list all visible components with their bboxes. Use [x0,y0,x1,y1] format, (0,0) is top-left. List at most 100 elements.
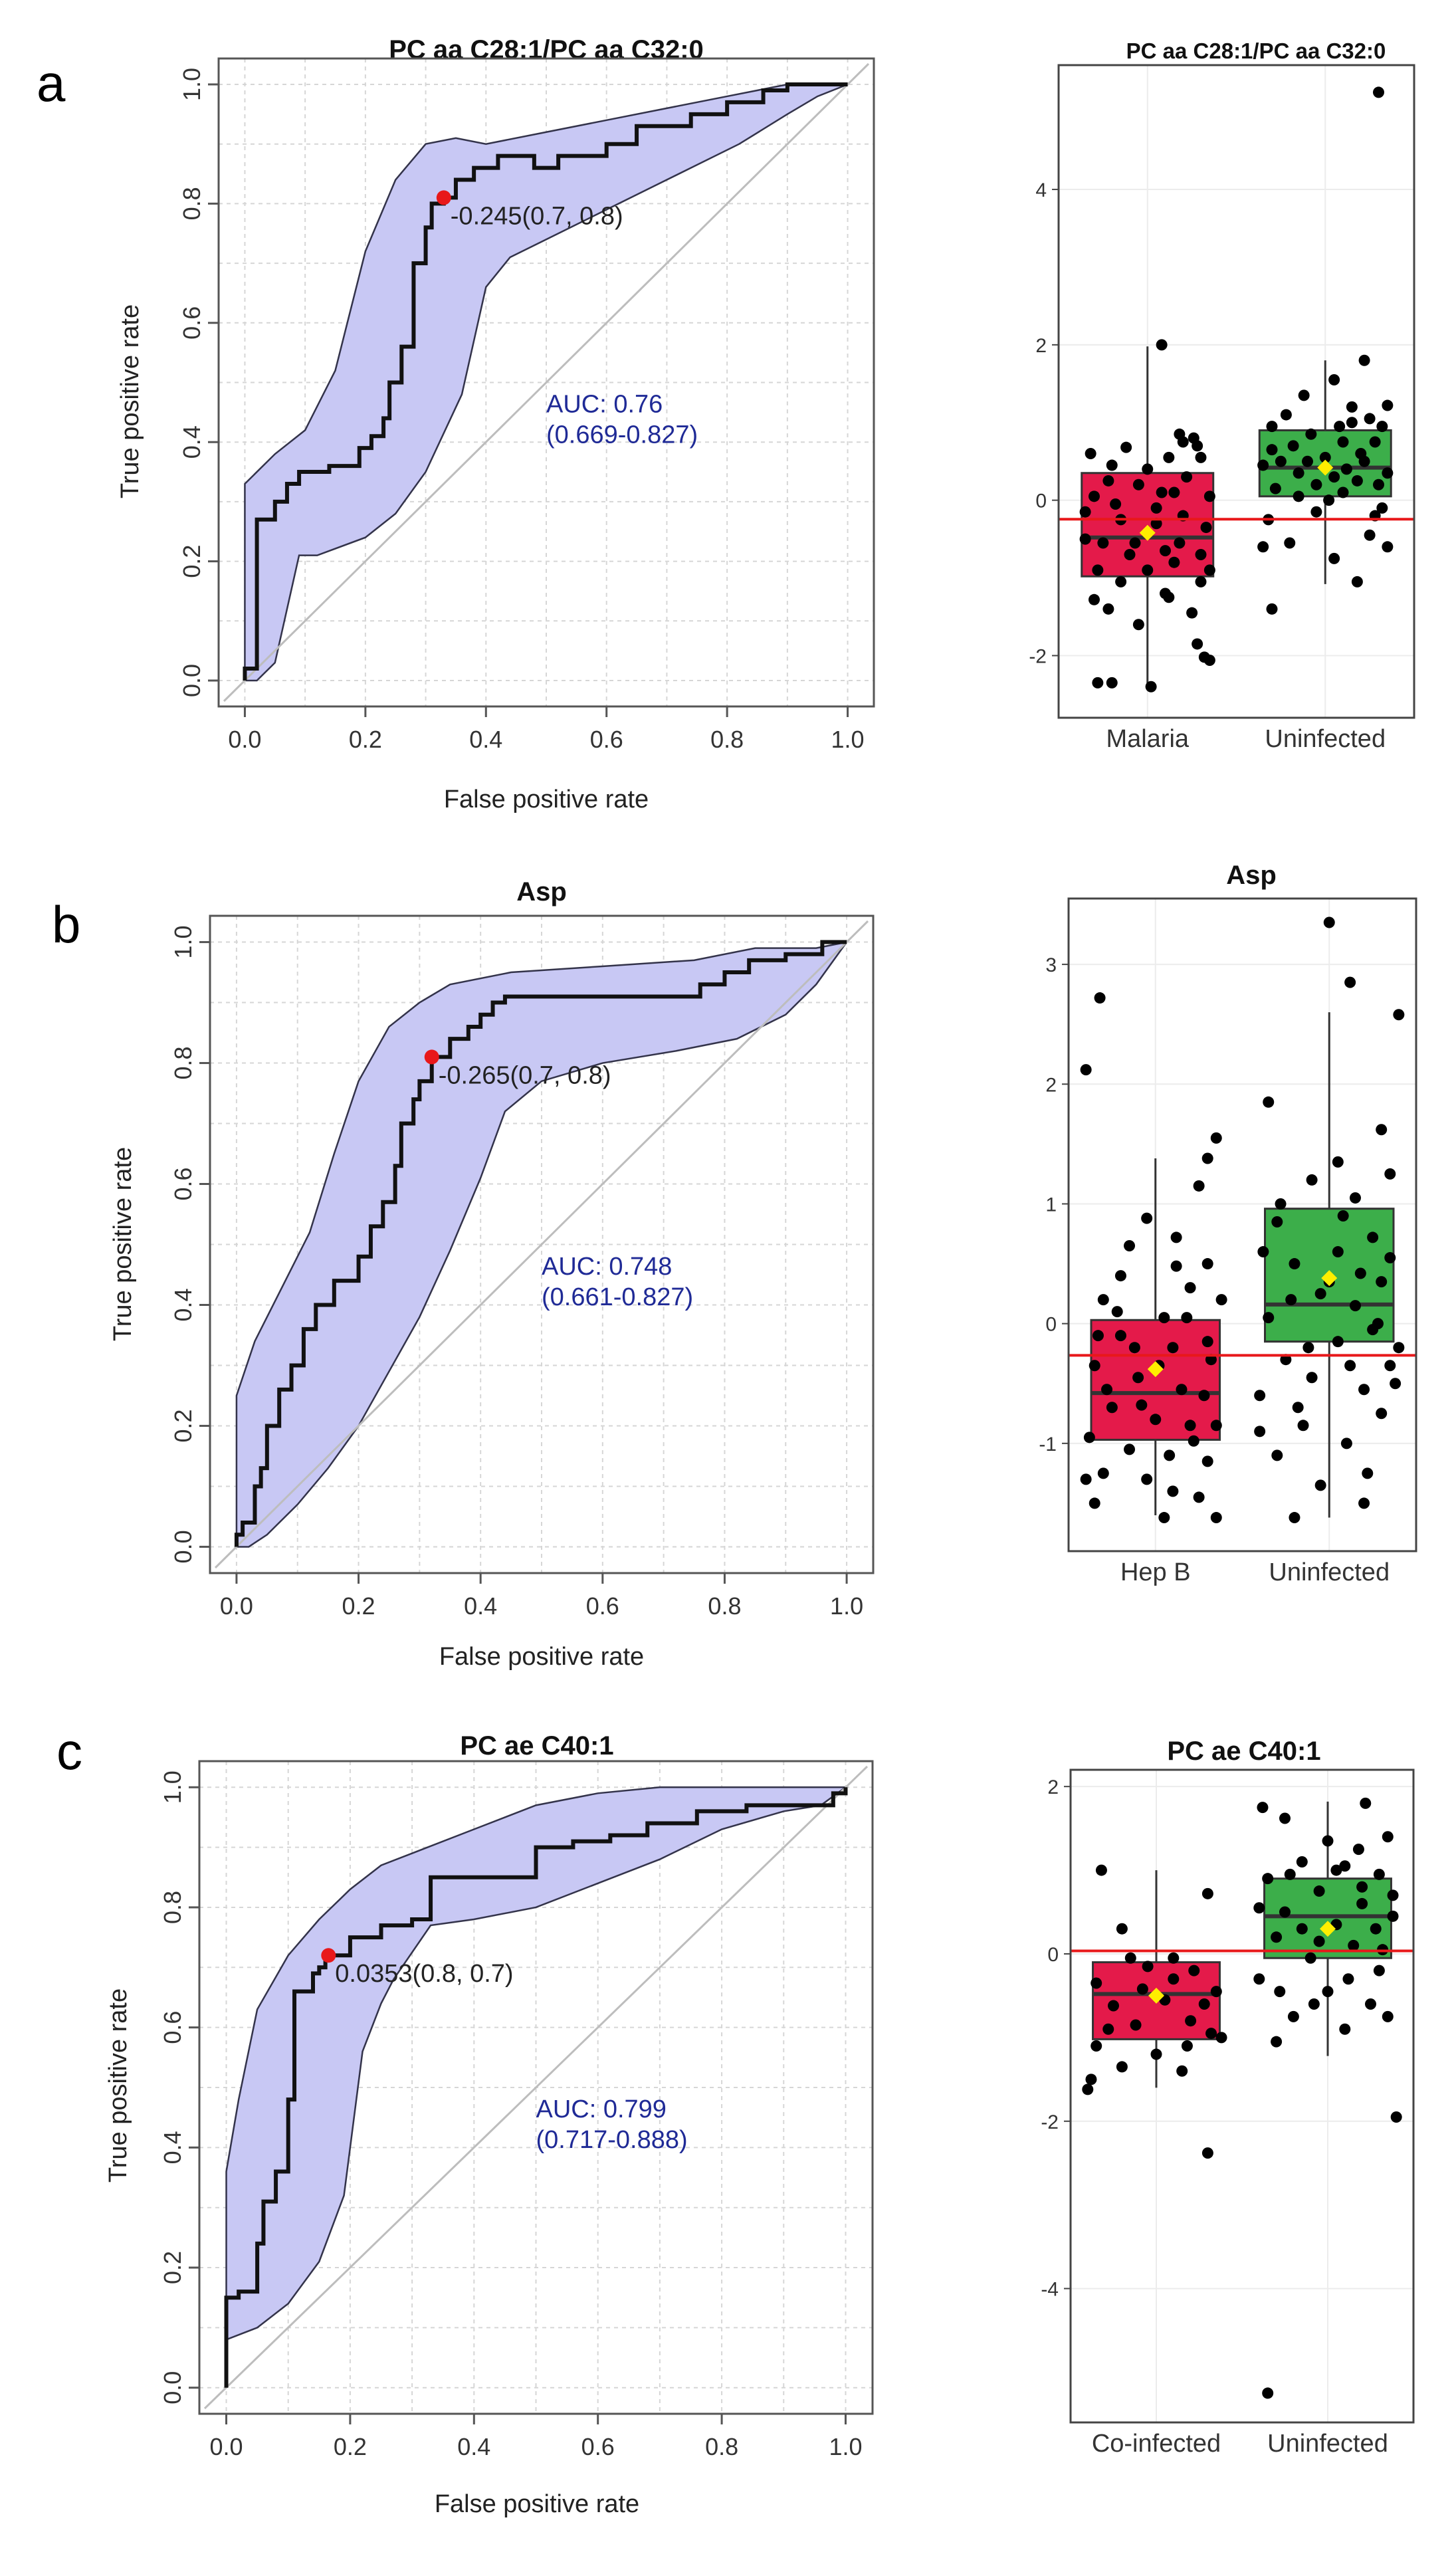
y-tick-label: 0.0 [159,2371,186,2404]
data-point [1376,1124,1388,1136]
x-tick-label: 0.6 [581,2433,615,2460]
data-point [1106,677,1118,689]
data-point [1132,619,1144,631]
data-point [1387,1910,1399,1922]
data-point [1296,1856,1308,1867]
data-point [1174,428,1186,440]
x-tick-label: 0.8 [705,2433,738,2460]
data-point [1332,1246,1344,1258]
data-point [1089,1497,1100,1509]
data-point [1370,1923,1382,1935]
data-point [1285,1294,1297,1306]
data-point [1287,2010,1299,2022]
y-tick-label: 0.4 [169,1288,197,1321]
auc-label: AUC: 0.748 [542,1253,672,1281]
data-point [1365,1998,1376,2010]
data-point [1136,1399,1148,1411]
data-point [1254,1390,1266,1402]
data-point [1114,1330,1126,1342]
data-point [1142,1961,1154,1972]
data-point [1108,2000,1119,2012]
y-tick-label: 4 [1035,179,1047,201]
data-point [1373,1965,1385,1976]
data-point [1089,490,1100,502]
data-point [1205,2028,1217,2040]
data-point [1384,1168,1396,1180]
data-point [1092,564,1104,576]
data-point [1308,1998,1320,2010]
data-point [1328,552,1340,564]
y-tick-label: -4 [1041,2279,1059,2301]
data-point [1271,1216,1283,1227]
data-point [1358,354,1370,366]
chart-title: Asp [516,877,567,906]
data-point [1185,2015,1197,2027]
data-point [1358,455,1370,467]
data-point [1376,421,1388,433]
panel-label-a: a [37,54,66,112]
data-point [1351,475,1363,486]
data-point [1150,518,1162,530]
data-point [1364,529,1376,541]
data-point [1188,1965,1200,1976]
y-tick-label: 3 [1045,954,1057,976]
y-tick-label: 0.0 [178,664,205,697]
data-point [1284,537,1296,549]
data-point [1193,1491,1205,1503]
data-point [1080,1064,1092,1076]
data-point [1201,2147,1213,2159]
x-tick-label: 0.8 [710,726,744,753]
data-point [1305,428,1317,440]
data-point [1393,1342,1405,1354]
data-point [1141,1473,1153,1485]
category-label: Uninfected [1269,1558,1390,1586]
data-point [1205,1354,1217,1366]
data-point [1373,86,1384,98]
data-point [1203,654,1215,666]
y-tick-label: 1.0 [159,1770,186,1804]
data-point [1089,593,1100,605]
data-point [1302,455,1313,467]
data-point [1085,2074,1097,2085]
roc-curve [243,82,848,681]
category-label: Malaria [1106,725,1189,753]
mean-marker [1317,459,1334,476]
x-tick-label: 0.2 [349,726,382,753]
mean-marker [1139,524,1156,541]
x-tick-label: 0.4 [457,2433,490,2460]
data-point [1257,459,1269,471]
data-point [1116,1923,1128,1935]
data-point [1313,1885,1325,1897]
data-point [1356,1897,1368,1909]
y-axis-label: True positive rate [109,1147,137,1341]
data-point [1130,2019,1142,2031]
data-point [1314,1288,1326,1300]
x-axis-label: False positive rate [444,786,649,813]
data-point [1176,2065,1188,2077]
data-point [1302,1342,1314,1354]
roc-curve [224,1787,848,2388]
data-point [1195,549,1207,560]
data-point [1372,1318,1384,1330]
data-point [1188,432,1199,444]
data-point [1346,401,1358,413]
confidence-band [244,83,849,682]
data-point [1348,1939,1360,1951]
data-point [1129,537,1141,549]
data-point [1387,1889,1399,1901]
y-tick-label: 0.6 [159,2011,186,2044]
data-point [1369,436,1381,448]
data-point [1275,455,1287,467]
panel-label-b: b [52,895,80,954]
reference-diagonal [223,62,870,702]
data-point [1145,681,1157,693]
data-point [1160,545,1171,557]
data-point [1289,1258,1300,1270]
optimal-cut-point [436,190,451,205]
plot-frame [217,57,875,708]
data-point [1080,1473,1092,1485]
y-tick-label: 0.6 [178,306,205,340]
data-point [1292,1402,1304,1414]
data-point [1195,576,1207,587]
data-point [1323,494,1335,506]
